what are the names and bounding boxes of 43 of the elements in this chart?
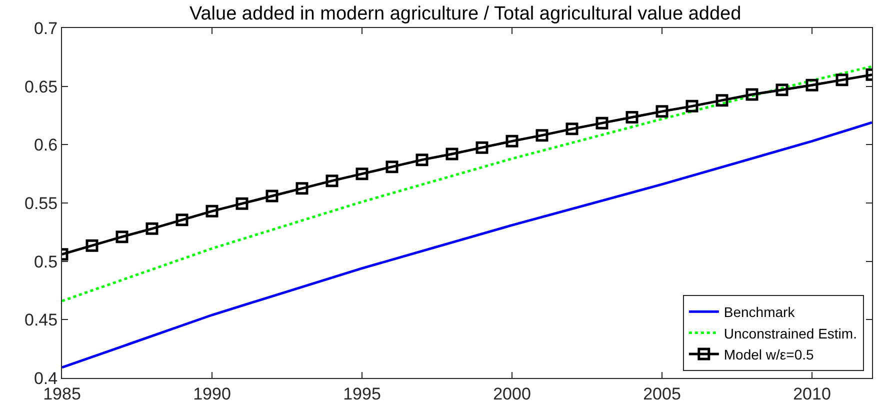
point (686, 100, 698, 112)
y-tick-label: 0.55 (24, 194, 58, 213)
point (296, 182, 308, 195)
legend-label: Unconstrained Estim. (724, 325, 857, 342)
point (386, 160, 398, 174)
legend-label: Benchmark (724, 304, 796, 320)
point (416, 154, 428, 166)
point (236, 197, 248, 210)
point (116, 230, 128, 244)
x-tick-label: 2005 (643, 384, 681, 404)
point (446, 148, 458, 160)
x-tick-label: 2010 (793, 384, 831, 404)
point (326, 174, 338, 188)
point (596, 116, 608, 130)
point (206, 204, 218, 218)
x-tick-label: 1995 (343, 384, 381, 404)
line-series (62, 121, 872, 369)
point (626, 111, 638, 124)
point (506, 134, 518, 148)
y-tick-label: 0.45 (24, 310, 58, 330)
y-tick-label: 0.7 (34, 18, 58, 38)
point (716, 94, 728, 107)
point (536, 129, 548, 142)
point (566, 122, 578, 136)
point (806, 78, 818, 92)
x-tick-label: 2000 (493, 384, 531, 404)
point (146, 222, 158, 235)
chart-title: Value added in modern agriculture / Total agricultural value added (189, 3, 742, 24)
point (476, 141, 488, 154)
point (656, 105, 668, 118)
point (776, 84, 788, 96)
point (266, 190, 278, 202)
x-tick-label: 1990 (193, 384, 231, 404)
legend-label: Model w/ε=0.5 (724, 346, 814, 362)
point (176, 214, 188, 226)
point (746, 88, 758, 101)
point (356, 168, 368, 180)
point (86, 239, 98, 252)
line-series (62, 65, 872, 302)
y-tick-label: 0.5 (34, 252, 58, 272)
y-tick-label: 0.65 (24, 77, 58, 96)
y-tick-label: 0.6 (34, 136, 58, 155)
point (836, 74, 848, 86)
